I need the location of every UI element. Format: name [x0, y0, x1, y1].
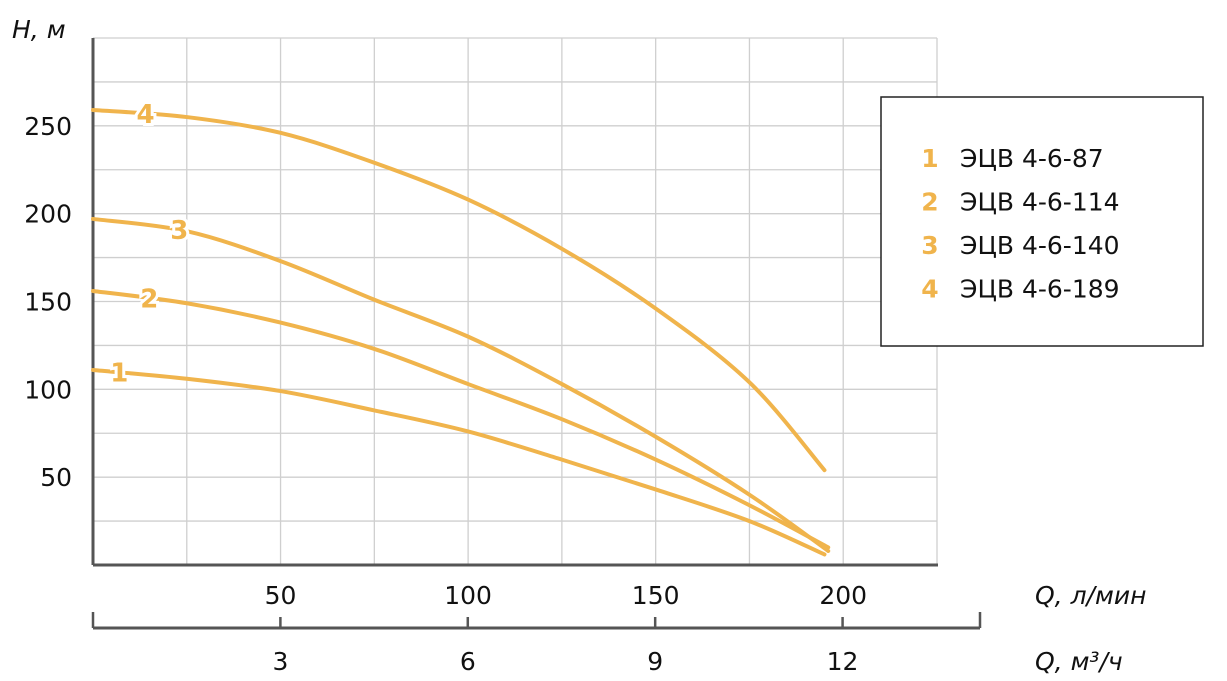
legend-number: 4 — [921, 275, 938, 304]
x-axis-label: Q, л/мин — [1035, 581, 1146, 610]
legend-entry: ЭЦВ 4-6-140 — [960, 231, 1120, 260]
x-tick-label: 150 — [632, 581, 680, 610]
x-secondary-tick-label: 6 — [460, 647, 476, 676]
legend-entry: ЭЦВ 4-6-114 — [960, 188, 1120, 217]
series-curve-label-3: 3 — [170, 216, 188, 246]
legend-number: 2 — [921, 188, 938, 217]
axes — [91, 38, 982, 630]
x-tick-label: 100 — [444, 581, 492, 610]
legend-entry: ЭЦВ 4-6-87 — [960, 144, 1104, 173]
x-tick-label: 50 — [265, 581, 297, 610]
y-tick-label: 250 — [24, 112, 72, 141]
series-line-3 — [91, 216, 831, 553]
x-secondary-tick-label: 12 — [827, 647, 859, 676]
x-secondary-tick-label: 3 — [272, 647, 288, 676]
y-tick-label: 100 — [24, 375, 72, 404]
series-curve-label-2: 2 — [140, 284, 158, 314]
legend-entry: ЭЦВ 4-6-189 — [960, 275, 1120, 304]
y-tick-label: 50 — [40, 463, 72, 492]
curves: 1 2 3 4 — [91, 97, 831, 557]
x-axis-secondary-label: Q, м³/ч — [1035, 647, 1123, 676]
y-axis-label: H, м — [12, 15, 66, 44]
y-tick-label: 200 — [24, 200, 72, 229]
x-tick-label: 200 — [819, 581, 867, 610]
series-line-1 — [91, 368, 827, 557]
y-tick-label: 150 — [24, 288, 72, 317]
series-curve-label-1: 1 — [110, 358, 128, 388]
legend-number: 3 — [921, 231, 938, 260]
series-line-4 — [91, 108, 827, 473]
series-curve-label-4: 4 — [136, 100, 154, 130]
legend: 1 ЭЦВ 4-6-87 2 ЭЦВ 4-6-114 3 ЭЦВ 4-6-140 4 ЭЦВ … — [880, 96, 1204, 347]
legend-box — [880, 96, 1204, 347]
legend-number: 1 — [921, 144, 938, 173]
x-secondary-tick-label: 9 — [647, 647, 663, 676]
grid — [92, 37, 938, 566]
series-line-2 — [91, 288, 831, 550]
